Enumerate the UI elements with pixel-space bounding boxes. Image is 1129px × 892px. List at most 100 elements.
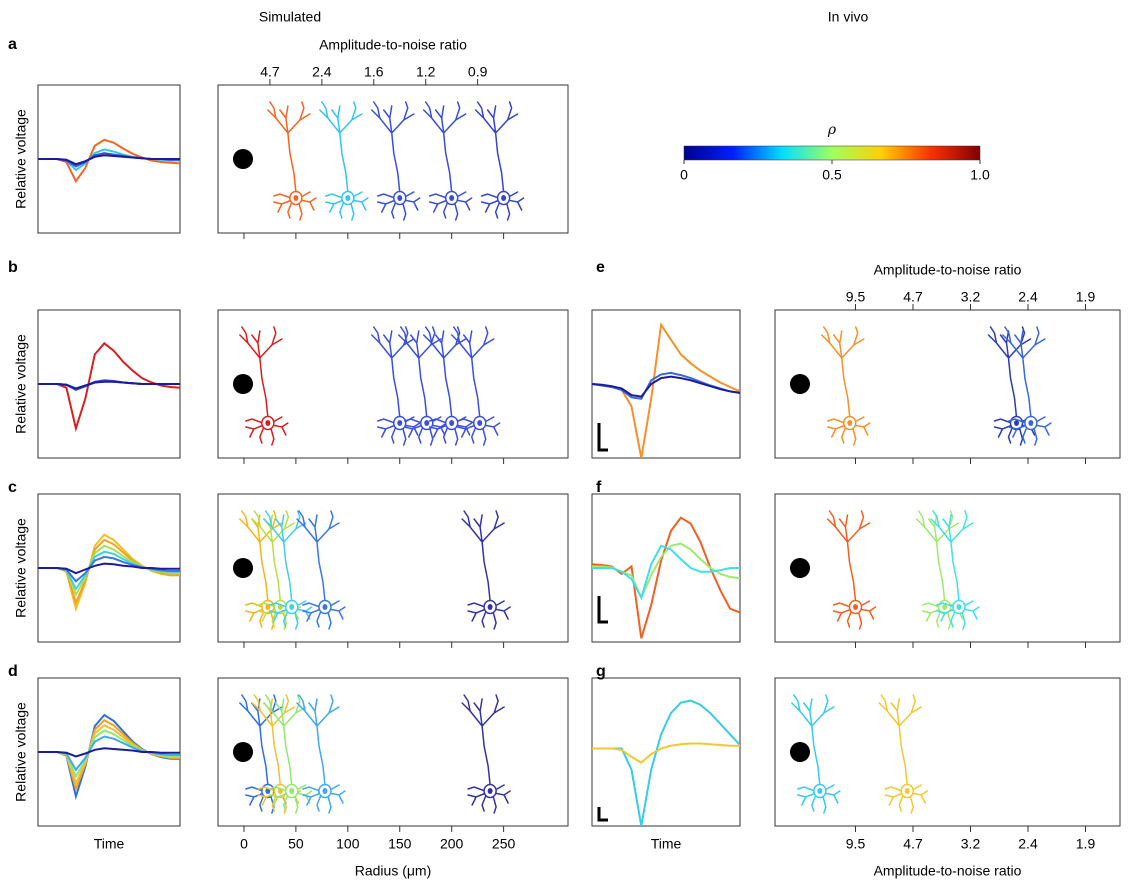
neuron-nucleus <box>449 195 455 201</box>
x-tick-label: 150 <box>388 836 412 852</box>
neuron-nucleus <box>942 604 948 610</box>
neuron <box>371 326 421 446</box>
x2-tick-label: 2.4 <box>1018 289 1038 305</box>
neuron <box>319 101 369 221</box>
panel-label: d <box>8 663 18 680</box>
neuron-nucleus <box>847 420 853 426</box>
scale-bar <box>597 423 608 452</box>
neuron-nucleus <box>1014 420 1019 426</box>
waveform <box>38 341 180 433</box>
x-tick-label: 3.2 <box>961 836 981 852</box>
x-tick-label: 4.7 <box>903 836 923 852</box>
neuron <box>296 694 346 814</box>
panel-frame <box>774 677 1121 827</box>
neuron-nucleus <box>449 420 455 426</box>
neuron <box>239 326 289 446</box>
neuron <box>296 510 346 630</box>
x2-tick-label: 1.9 <box>1076 289 1096 305</box>
neuron <box>422 101 473 221</box>
neuron <box>267 101 317 221</box>
panel-label: b <box>8 259 18 276</box>
waveform <box>592 699 740 826</box>
neuron-nucleus <box>853 604 858 610</box>
neuron <box>262 510 313 630</box>
neuron <box>1002 326 1052 446</box>
neuron <box>450 326 501 446</box>
x2-tick-label: 1.2 <box>416 64 436 80</box>
neuron-nucleus <box>289 788 295 794</box>
panel-frame <box>217 677 569 827</box>
x2-tick-label: 2.4 <box>312 64 332 80</box>
x2-axis-label: Amplitude-to-noise ratio <box>319 37 467 53</box>
waveform <box>592 544 740 601</box>
x-axis-label: Time <box>651 836 682 852</box>
neuron <box>821 326 871 446</box>
waveform <box>38 380 180 390</box>
neuron <box>474 101 525 221</box>
neuron <box>791 694 841 814</box>
neuron-nucleus <box>487 788 493 794</box>
waveform <box>38 154 180 166</box>
colorbar-tick-label: 0.5 <box>822 167 842 183</box>
electrode <box>233 558 253 578</box>
electrode <box>790 742 810 762</box>
x2-tick-label: 1.6 <box>364 64 384 80</box>
neuron-nucleus <box>477 420 483 426</box>
x2-tick-label: 9.5 <box>846 289 866 305</box>
colorbar <box>683 145 981 161</box>
x2-tick-label: 0.9 <box>468 64 488 80</box>
neuron-dendrites <box>296 694 346 814</box>
colorbar-tick-label: 1.0 <box>970 167 990 183</box>
electrode <box>233 374 253 394</box>
neuron-nucleus <box>322 604 328 610</box>
neuron <box>915 510 966 630</box>
panel-label: f <box>596 479 602 496</box>
column-title: Simulated <box>259 9 321 25</box>
neuron <box>461 694 511 814</box>
panel-frame <box>774 309 1121 459</box>
x2-axis-label: Amplitude-to-noise ratio <box>874 262 1022 278</box>
neuron <box>987 326 1038 446</box>
panel-frame <box>217 493 569 643</box>
electrode <box>790 374 810 394</box>
neuron-dendrites <box>450 326 501 446</box>
neuron-nucleus <box>424 420 430 426</box>
neuron-nucleus <box>817 788 823 794</box>
x-tick-label: 9.5 <box>846 836 866 852</box>
panel-frame <box>217 309 569 459</box>
y-axis-label: Relative voltage <box>13 334 29 434</box>
y-axis-label: Relative voltage <box>13 518 29 618</box>
waveform <box>38 747 180 758</box>
waveform <box>592 516 740 639</box>
x-tick-label: 2.4 <box>1018 836 1038 852</box>
y-axis-label: Relative voltage <box>13 109 29 209</box>
x2-tick-label: 4.7 <box>260 64 280 80</box>
neuron-dendrites <box>821 326 871 446</box>
x-tick-label: 250 <box>492 836 516 852</box>
x-tick-label: 0 <box>240 836 248 852</box>
panel-label: g <box>596 663 606 680</box>
neuron <box>422 326 473 446</box>
scale-bar <box>597 596 608 624</box>
x-axis-label: Radius (μm) <box>355 863 432 879</box>
neuron-nucleus <box>1028 420 1034 426</box>
neuron-dendrites <box>422 326 473 446</box>
electrode <box>233 149 253 169</box>
neuron-dendrites <box>267 101 317 221</box>
panel-label: e <box>596 259 605 276</box>
neuron <box>826 510 877 630</box>
panel-frame <box>591 677 741 827</box>
neuron <box>371 101 421 221</box>
neuron-dendrites <box>461 510 511 630</box>
neuron-dendrites <box>422 101 473 221</box>
panel-frame <box>774 493 1121 643</box>
x-axis-label: Time <box>94 836 125 852</box>
neuron-dendrites <box>791 694 841 814</box>
waveform <box>592 742 740 764</box>
neuron-nucleus <box>487 604 493 610</box>
neuron <box>398 326 448 446</box>
neuron-nucleus <box>293 195 299 201</box>
waveform <box>592 375 740 398</box>
